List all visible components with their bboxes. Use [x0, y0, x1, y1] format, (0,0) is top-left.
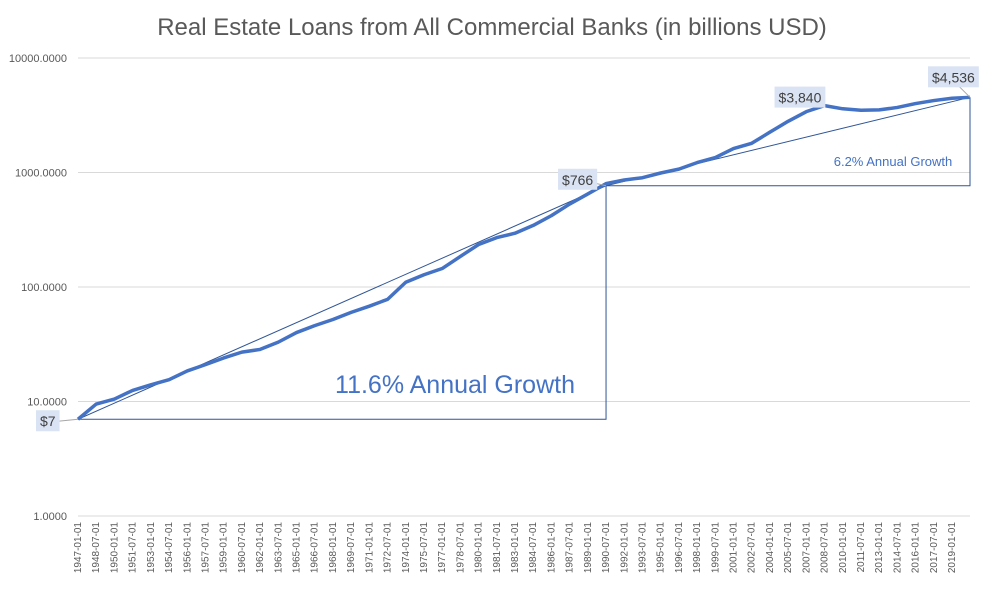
- x-tick-label: 2007-01-01: [801, 522, 812, 574]
- x-tick-label: 1950-01-01: [109, 522, 120, 574]
- x-tick-label: 1998-01-01: [692, 522, 703, 574]
- x-tick-label: 1983-01-01: [510, 522, 521, 574]
- x-tick-label: 1954-07-01: [164, 522, 175, 574]
- x-tick-label: 1957-07-01: [200, 522, 211, 574]
- x-tick-label: 1971-01-01: [364, 522, 375, 574]
- x-tick-label: 1995-01-01: [656, 522, 667, 574]
- annotation-leader: [57, 418, 79, 422]
- chart-title: Real Estate Loans from All Commercial Ba…: [157, 14, 827, 41]
- x-tick-label: 2002-07-01: [747, 522, 758, 574]
- x-tick-label: 1978-07-01: [455, 522, 466, 574]
- x-tick-label: 1999-07-01: [710, 522, 721, 574]
- annotation-label: $766: [562, 172, 593, 188]
- annotation: $766: [558, 168, 598, 190]
- growth-label: 11.6% Annual Growth: [335, 371, 575, 399]
- x-tick-label: 2008-07-01: [820, 522, 831, 574]
- x-tick-label: 2004-01-01: [765, 522, 776, 574]
- x-tick-label: 1947-01-01: [73, 522, 84, 574]
- x-tick-label: 2010-01-01: [838, 522, 849, 574]
- x-tick-label: 1990-07-01: [601, 522, 612, 574]
- x-tick-label: 2005-07-01: [783, 522, 794, 574]
- x-tick-label: 2001-01-01: [729, 522, 740, 574]
- x-tick-label: 2013-01-01: [874, 522, 885, 574]
- annotation-box: [36, 410, 60, 432]
- annotation-label: $7: [40, 413, 56, 429]
- x-tick-label: 1965-01-01: [292, 522, 303, 574]
- annotation-box: [928, 66, 979, 88]
- growth-label: 6.2% Annual Growth: [834, 154, 953, 169]
- y-tick-label: 1000.0000: [15, 168, 67, 180]
- x-tick-label: 2019-01-01: [947, 522, 958, 574]
- x-tick-label: 1989-01-01: [583, 522, 594, 574]
- x-tick-label: 1972-07-01: [383, 522, 394, 574]
- x-tick-label: 1986-01-01: [546, 522, 557, 574]
- x-tick-label: 1956-01-01: [182, 522, 193, 574]
- x-tick-label: 1992-01-01: [619, 522, 630, 574]
- annotation-label: $4,536: [932, 69, 975, 85]
- x-tick-label: 2017-07-01: [929, 522, 940, 574]
- y-tick-label: 100.0000: [21, 282, 67, 294]
- x-tick-label: 1981-07-01: [492, 522, 503, 574]
- annotation-label: $3,840: [779, 90, 822, 106]
- annotation: $4,536: [928, 66, 979, 88]
- annotation: $3,840: [774, 86, 826, 108]
- x-tick-label: 1968-01-01: [328, 522, 339, 574]
- x-tick-label: 1959-01-01: [219, 522, 230, 574]
- x-tick-label: 1977-01-01: [437, 522, 448, 574]
- annotation-box: [558, 168, 598, 190]
- x-tick-label: 1993-07-01: [637, 522, 648, 574]
- growth-box: [78, 185, 607, 420]
- growth-box: [606, 97, 971, 187]
- y-tick-label: 1.0000: [33, 511, 67, 523]
- x-tick-label: 1948-07-01: [91, 522, 102, 574]
- x-tick-label: 1951-07-01: [128, 522, 139, 574]
- x-tick-label: 1975-07-01: [419, 522, 430, 574]
- x-tick-label: 1974-01-01: [401, 522, 412, 574]
- x-tick-label: 1963-07-01: [273, 522, 284, 574]
- x-tick-label: 1987-07-01: [565, 522, 576, 574]
- x-tick-label: 1996-07-01: [674, 522, 685, 574]
- x-tick-label: 2011-07-01: [856, 522, 867, 573]
- x-tick-label: 1960-07-01: [237, 522, 248, 574]
- annotation-box: [774, 86, 826, 108]
- annotation: $7: [36, 410, 60, 432]
- x-tick-label: 1980-01-01: [474, 522, 485, 574]
- x-tick-label: 2014-07-01: [892, 522, 903, 574]
- x-tick-label: 2016-01-01: [911, 522, 922, 574]
- x-tick-label: 1962-01-01: [255, 522, 266, 574]
- x-tick-label: 1953-01-01: [146, 522, 157, 574]
- y-tick-label: 10000.0000: [9, 53, 67, 65]
- x-tick-label: 1966-07-01: [310, 522, 321, 574]
- x-tick-label: 1969-07-01: [346, 522, 357, 574]
- x-tick-label: 1984-07-01: [528, 522, 539, 574]
- y-tick-label: 10.0000: [27, 397, 67, 409]
